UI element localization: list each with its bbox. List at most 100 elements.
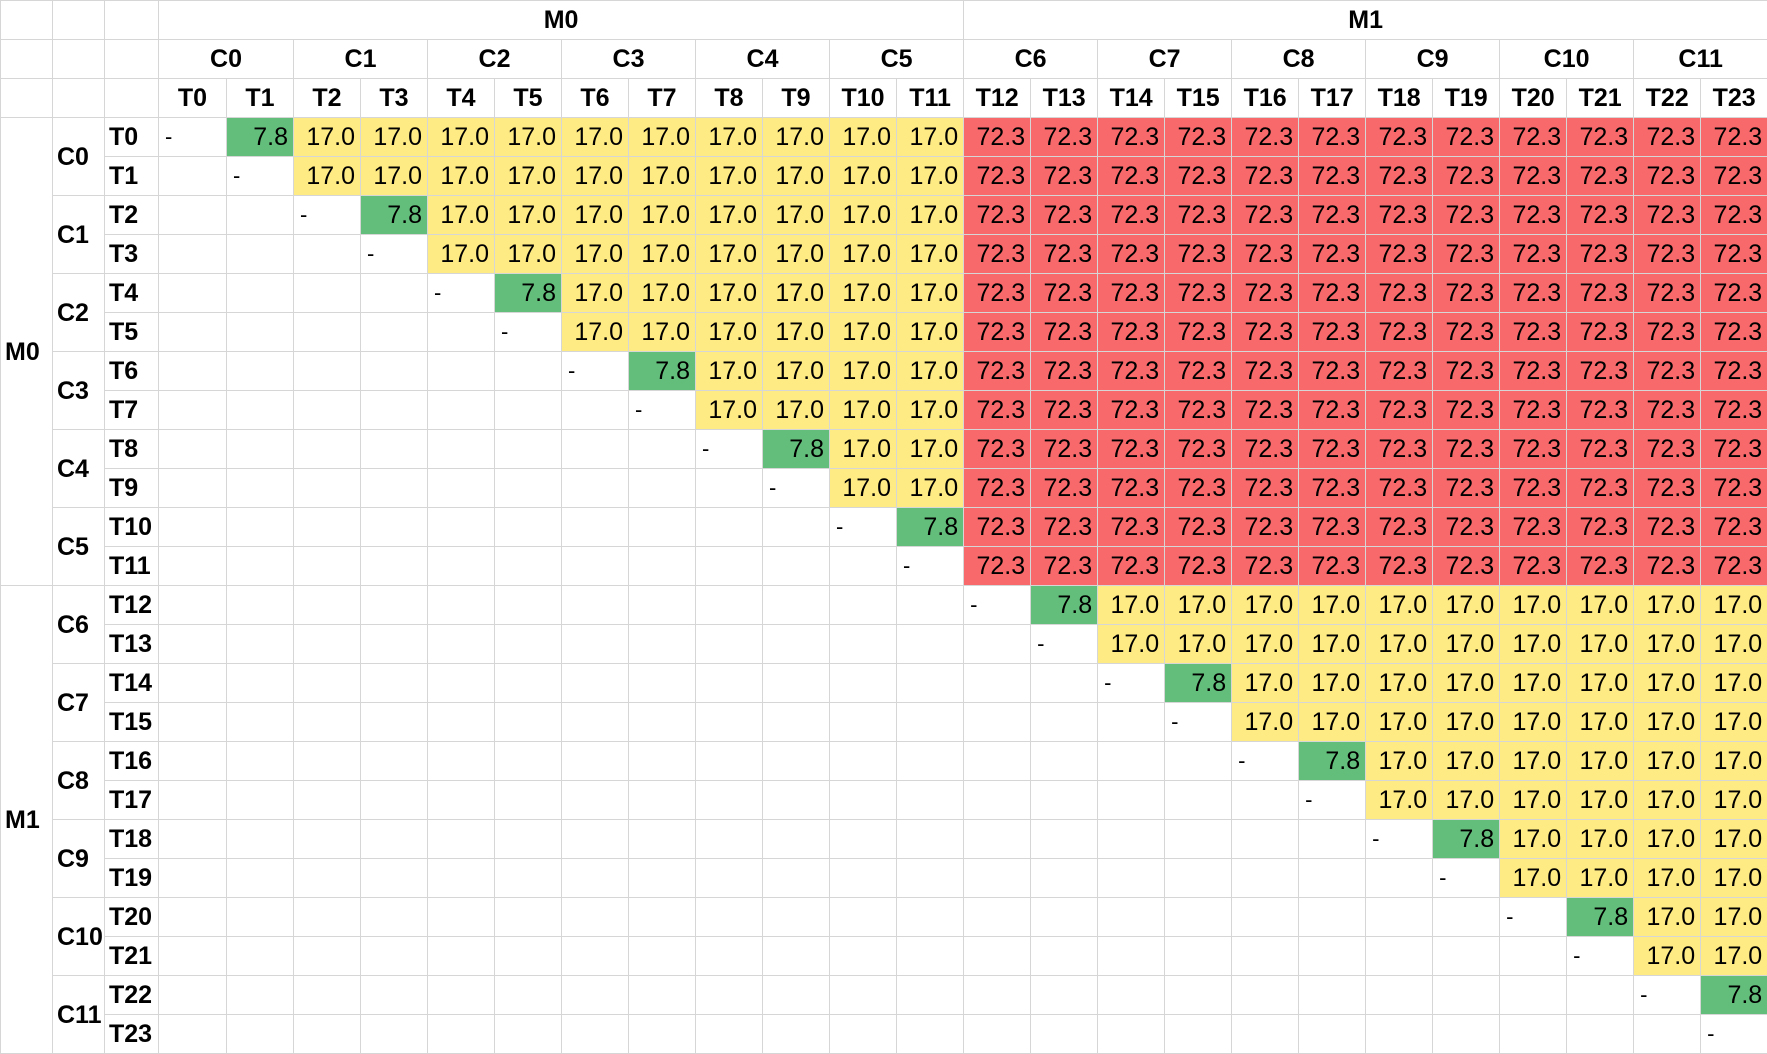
matrix-cell-empty bbox=[963, 936, 1032, 976]
matrix-cell-empty bbox=[360, 1014, 428, 1054]
matrix-cell-cross-machine: 72.3 bbox=[1700, 390, 1767, 430]
matrix-cell-empty bbox=[762, 1014, 830, 1054]
matrix-cell-cross-machine: 72.3 bbox=[963, 234, 1032, 274]
matrix-cell-same-machine: 17.0 bbox=[628, 273, 696, 313]
matrix-cell-empty bbox=[1298, 936, 1367, 976]
matrix-cell-empty bbox=[762, 975, 830, 1015]
card-column-header: C7 bbox=[1097, 39, 1233, 79]
matrix-cell-same-machine: 17.0 bbox=[1566, 741, 1635, 781]
machine-row-header: M1 bbox=[0, 585, 53, 1054]
thread-row-header: T19 bbox=[104, 858, 159, 898]
matrix-cell-same-machine: 17.0 bbox=[494, 234, 562, 274]
matrix-cell-empty bbox=[963, 858, 1032, 898]
matrix-cell-empty bbox=[226, 663, 294, 703]
matrix-cell-same-machine: 17.0 bbox=[895, 195, 965, 235]
matrix-cell-empty bbox=[158, 195, 227, 235]
matrix-cell-same-machine: 17.0 bbox=[895, 468, 965, 508]
matrix-cell-self: - bbox=[158, 117, 227, 157]
matrix-cell-same-machine: 17.0 bbox=[1566, 624, 1635, 664]
matrix-cell-empty bbox=[1097, 936, 1166, 976]
matrix-cell-empty bbox=[895, 819, 965, 859]
matrix-cell-same-machine: 17.0 bbox=[1365, 624, 1434, 664]
matrix-cell-empty bbox=[1030, 975, 1099, 1015]
matrix-cell-empty bbox=[695, 546, 763, 586]
matrix-cell-empty bbox=[1030, 819, 1099, 859]
matrix-cell-empty bbox=[762, 858, 830, 898]
matrix-cell-same-machine: 17.0 bbox=[628, 195, 696, 235]
matrix-cell-empty bbox=[158, 819, 227, 859]
matrix-cell-empty bbox=[695, 780, 763, 820]
thread-row-header: T0 bbox=[104, 117, 159, 157]
matrix-cell-same-card: 7.8 bbox=[895, 507, 965, 547]
matrix-cell-cross-machine: 72.3 bbox=[1566, 351, 1635, 391]
matrix-cell-same-machine: 17.0 bbox=[360, 156, 428, 196]
matrix-cell-empty bbox=[293, 351, 361, 391]
matrix-cell-empty bbox=[1298, 1014, 1367, 1054]
thread-column-header: T1 bbox=[226, 78, 294, 118]
matrix-cell-same-machine: 17.0 bbox=[829, 195, 897, 235]
matrix-cell-empty bbox=[695, 663, 763, 703]
matrix-cell-empty bbox=[226, 1014, 294, 1054]
matrix-cell-empty bbox=[1030, 663, 1099, 703]
matrix-cell-empty bbox=[293, 819, 361, 859]
matrix-cell-empty bbox=[226, 585, 294, 625]
matrix-cell-cross-machine: 72.3 bbox=[1298, 468, 1367, 508]
matrix-cell-empty bbox=[829, 897, 897, 937]
matrix-cell-cross-machine: 72.3 bbox=[1499, 195, 1568, 235]
matrix-cell-cross-machine: 72.3 bbox=[1231, 117, 1300, 157]
thread-column-header: T9 bbox=[762, 78, 830, 118]
matrix-cell-same-machine: 17.0 bbox=[1499, 585, 1568, 625]
matrix-cell-cross-machine: 72.3 bbox=[1097, 312, 1166, 352]
matrix-cell-empty bbox=[895, 858, 965, 898]
matrix-cell-cross-machine: 72.3 bbox=[1164, 234, 1233, 274]
matrix-cell-same-machine: 17.0 bbox=[628, 156, 696, 196]
matrix-cell-empty bbox=[226, 624, 294, 664]
matrix-cell-same-card: 7.8 bbox=[1298, 741, 1367, 781]
matrix-cell-cross-machine: 72.3 bbox=[1365, 234, 1434, 274]
thread-column-header: T16 bbox=[1231, 78, 1300, 118]
matrix-cell-cross-machine: 72.3 bbox=[1097, 507, 1166, 547]
card-column-header: C3 bbox=[561, 39, 696, 79]
matrix-cell-empty bbox=[762, 624, 830, 664]
thread-column-header: T7 bbox=[628, 78, 696, 118]
matrix-cell-empty bbox=[628, 624, 696, 664]
matrix-cell-self: - bbox=[829, 507, 897, 547]
matrix-cell-cross-machine: 72.3 bbox=[1030, 234, 1099, 274]
card-column-header: C8 bbox=[1231, 39, 1367, 79]
matrix-cell-self: - bbox=[1700, 1014, 1767, 1054]
matrix-cell-empty bbox=[1097, 819, 1166, 859]
matrix-cell-empty bbox=[360, 702, 428, 742]
matrix-cell-cross-machine: 72.3 bbox=[1700, 234, 1767, 274]
thread-column-header: T22 bbox=[1633, 78, 1702, 118]
matrix-cell-empty bbox=[494, 546, 562, 586]
matrix-cell-same-machine: 17.0 bbox=[1298, 585, 1367, 625]
matrix-cell-empty bbox=[427, 507, 495, 547]
matrix-cell-cross-machine: 72.3 bbox=[1097, 429, 1166, 469]
card-column-header: C2 bbox=[427, 39, 562, 79]
matrix-cell-empty bbox=[1566, 1014, 1635, 1054]
matrix-cell-empty bbox=[695, 468, 763, 508]
matrix-cell-empty bbox=[293, 897, 361, 937]
matrix-cell-empty bbox=[895, 897, 965, 937]
matrix-cell-empty bbox=[427, 780, 495, 820]
matrix-cell-same-machine: 17.0 bbox=[1097, 585, 1166, 625]
matrix-cell-empty bbox=[293, 936, 361, 976]
matrix-cell-cross-machine: 72.3 bbox=[963, 195, 1032, 235]
matrix-cell-self: - bbox=[1633, 975, 1702, 1015]
matrix-cell-cross-machine: 72.3 bbox=[1700, 312, 1767, 352]
matrix-cell-same-machine: 17.0 bbox=[1432, 780, 1501, 820]
thread-column-header: T0 bbox=[158, 78, 227, 118]
thread-column-header: T8 bbox=[695, 78, 763, 118]
thread-column-header: T15 bbox=[1164, 78, 1233, 118]
matrix-cell-same-machine: 17.0 bbox=[1499, 858, 1568, 898]
matrix-cell-same-machine: 17.0 bbox=[1298, 624, 1367, 664]
matrix-cell-empty bbox=[1231, 780, 1300, 820]
card-column-header: C10 bbox=[1499, 39, 1635, 79]
matrix-cell-same-machine: 17.0 bbox=[1700, 741, 1767, 781]
matrix-cell-empty bbox=[360, 468, 428, 508]
matrix-cell-empty bbox=[695, 624, 763, 664]
matrix-cell-empty bbox=[427, 819, 495, 859]
matrix-cell-empty bbox=[360, 624, 428, 664]
matrix-cell-cross-machine: 72.3 bbox=[1432, 312, 1501, 352]
matrix-cell-cross-machine: 72.3 bbox=[1231, 195, 1300, 235]
